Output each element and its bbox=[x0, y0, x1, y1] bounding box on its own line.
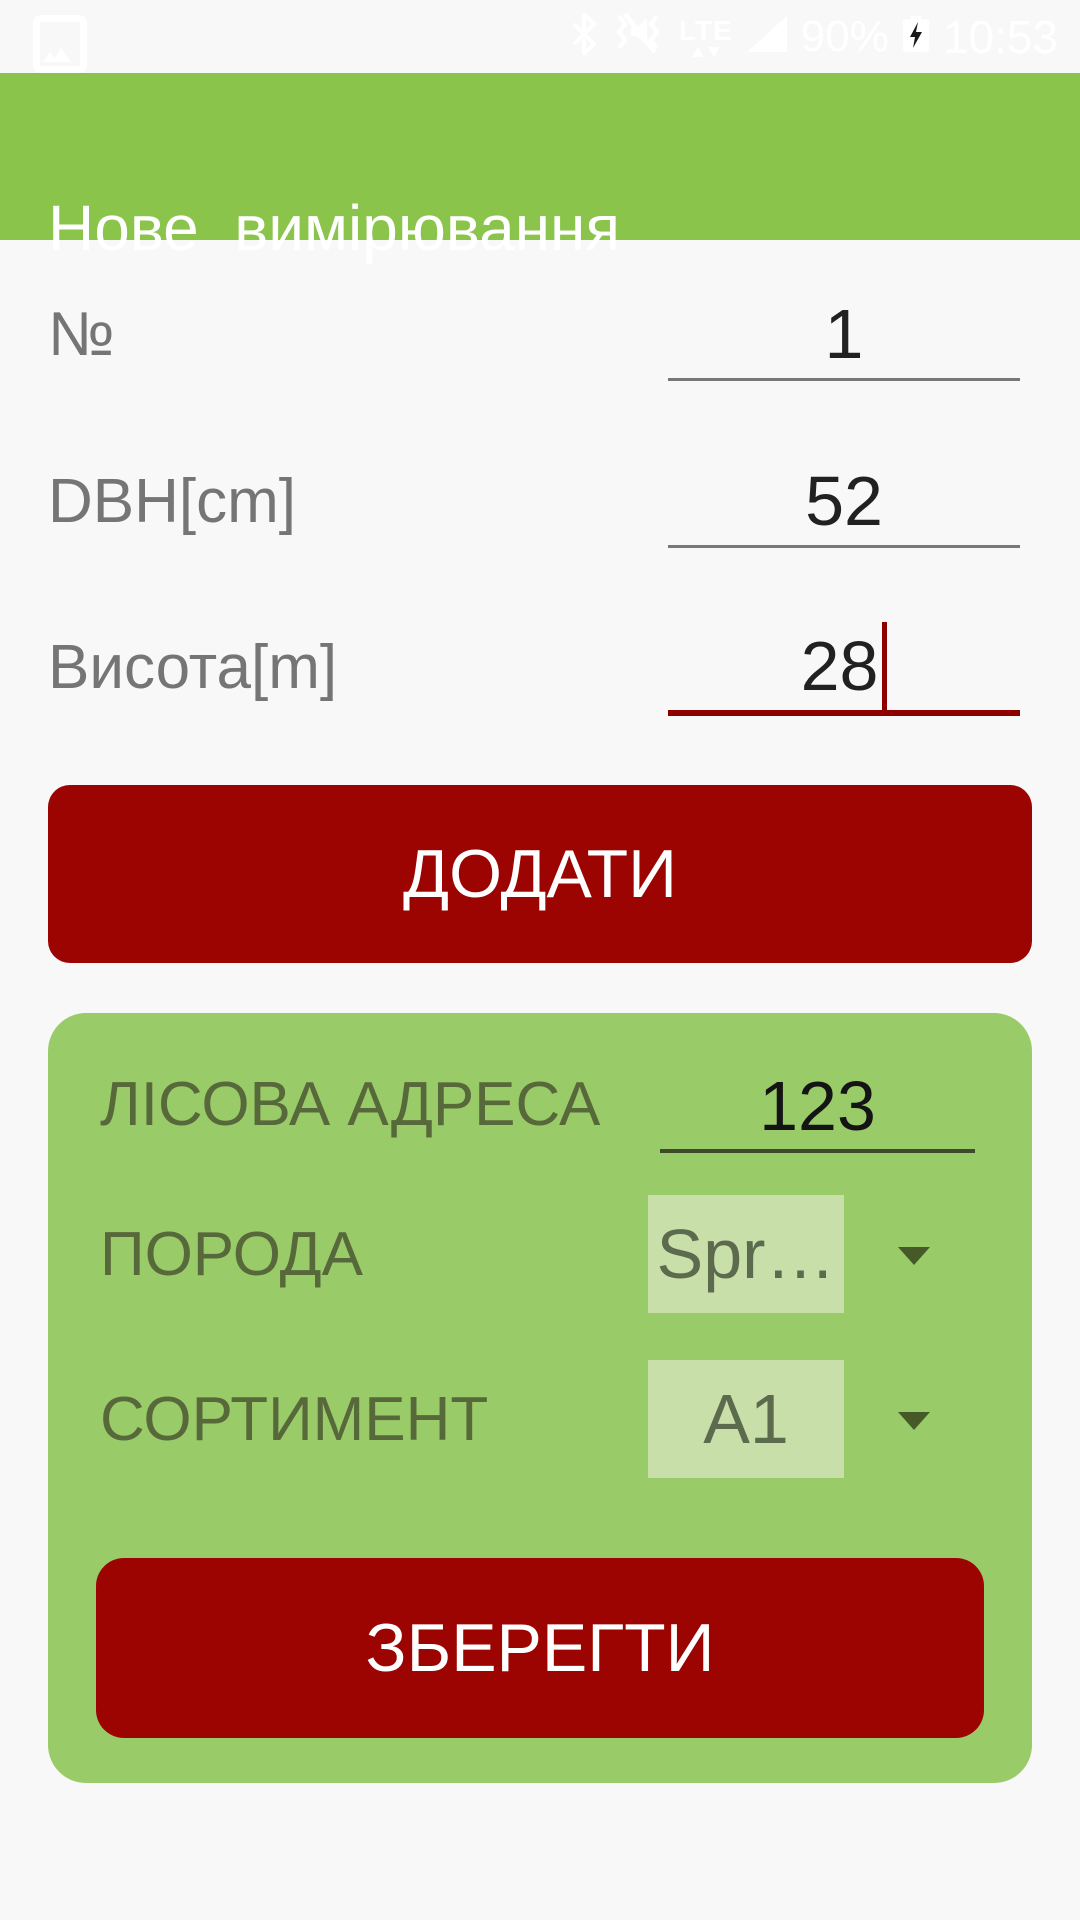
forest-address-field[interactable]: 123 bbox=[660, 1063, 975, 1153]
text-cursor bbox=[882, 622, 888, 710]
save-section-panel: ЛІСОВА АДРЕСА 123 ПОРОДА Spr… СОРТИМЕНТ … bbox=[48, 1013, 1032, 1783]
number-label: № bbox=[48, 300, 115, 369]
battery-charging-icon bbox=[902, 16, 929, 57]
number-field-underline bbox=[668, 378, 1020, 381]
network-type-label: LTE bbox=[678, 14, 733, 46]
dbh-field[interactable]: 52 bbox=[668, 457, 1020, 548]
height-label: Висота[m] bbox=[48, 633, 338, 702]
forest-address-underline bbox=[660, 1149, 975, 1153]
assortment-dropdown[interactable]: A1 bbox=[648, 1360, 844, 1478]
forest-address-label: ЛІСОВА АДРЕСА bbox=[100, 1070, 601, 1139]
data-activity-icon bbox=[691, 46, 720, 57]
dbh-value[interactable]: 52 bbox=[805, 462, 883, 540]
signal-strength-icon bbox=[746, 16, 787, 57]
dbh-field-underline bbox=[668, 545, 1020, 548]
species-selected-value: Spr… bbox=[656, 1215, 836, 1293]
status-bar: LTE 90% 10:53 bbox=[0, 0, 1080, 73]
height-value[interactable]: 28 bbox=[800, 627, 879, 705]
species-label: ПОРОДА bbox=[100, 1220, 363, 1289]
assortment-selected-value: A1 bbox=[703, 1380, 789, 1458]
assortment-label: СОРТИМЕНТ bbox=[100, 1385, 489, 1454]
screenshot-icon bbox=[33, 15, 87, 73]
page-title: Нове вимірювання bbox=[48, 192, 621, 264]
height-field-underline bbox=[668, 710, 1020, 716]
number-field[interactable]: 1 bbox=[668, 290, 1020, 381]
dbh-label: DBH[cm] bbox=[48, 467, 296, 536]
mute-vibrate-icon bbox=[611, 12, 665, 61]
number-value[interactable]: 1 bbox=[824, 295, 864, 373]
add-button[interactable]: ДОДАТИ bbox=[48, 785, 1032, 963]
species-dropdown[interactable]: Spr… bbox=[648, 1195, 844, 1313]
app-bar: Нове вимірювання bbox=[0, 73, 1080, 264]
height-field[interactable]: 28 bbox=[668, 622, 1020, 716]
save-button[interactable]: ЗБЕРЕГТИ bbox=[96, 1558, 984, 1738]
bluetooth-icon bbox=[571, 12, 597, 60]
forest-address-value[interactable]: 123 bbox=[759, 1067, 876, 1145]
network-type-indicator: LTE bbox=[678, 14, 733, 57]
assortment-dropdown-arrow-icon[interactable] bbox=[898, 1412, 930, 1430]
clock-label: 10:53 bbox=[942, 10, 1058, 63]
species-dropdown-arrow-icon[interactable] bbox=[898, 1247, 930, 1265]
battery-percent-label: 90% bbox=[800, 11, 889, 61]
